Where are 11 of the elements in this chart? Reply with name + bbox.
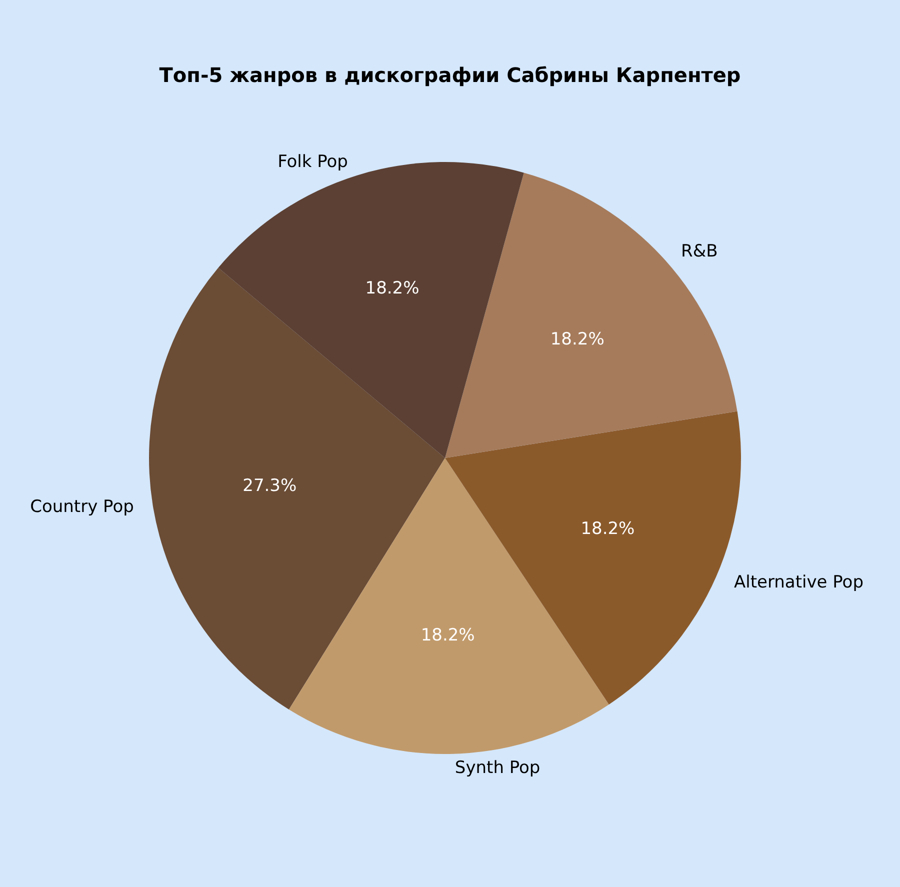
- slice-label: Synth Pop: [454, 758, 540, 778]
- slice-label: Alternative Pop: [734, 572, 864, 592]
- slice-label: Folk Pop: [278, 152, 348, 172]
- data-label: 27.3%: [242, 476, 297, 496]
- data-label: 18.2%: [420, 626, 475, 646]
- chart-title: Топ-5 жанров в дискографии Сабрины Карпентер: [159, 63, 741, 87]
- data-label: 18.2%: [365, 278, 420, 298]
- slice-label: Country Pop: [30, 496, 134, 517]
- data-label: 18.2%: [550, 330, 604, 350]
- data-label: 18.2%: [580, 519, 635, 540]
- slice-label: R&B: [681, 241, 718, 262]
